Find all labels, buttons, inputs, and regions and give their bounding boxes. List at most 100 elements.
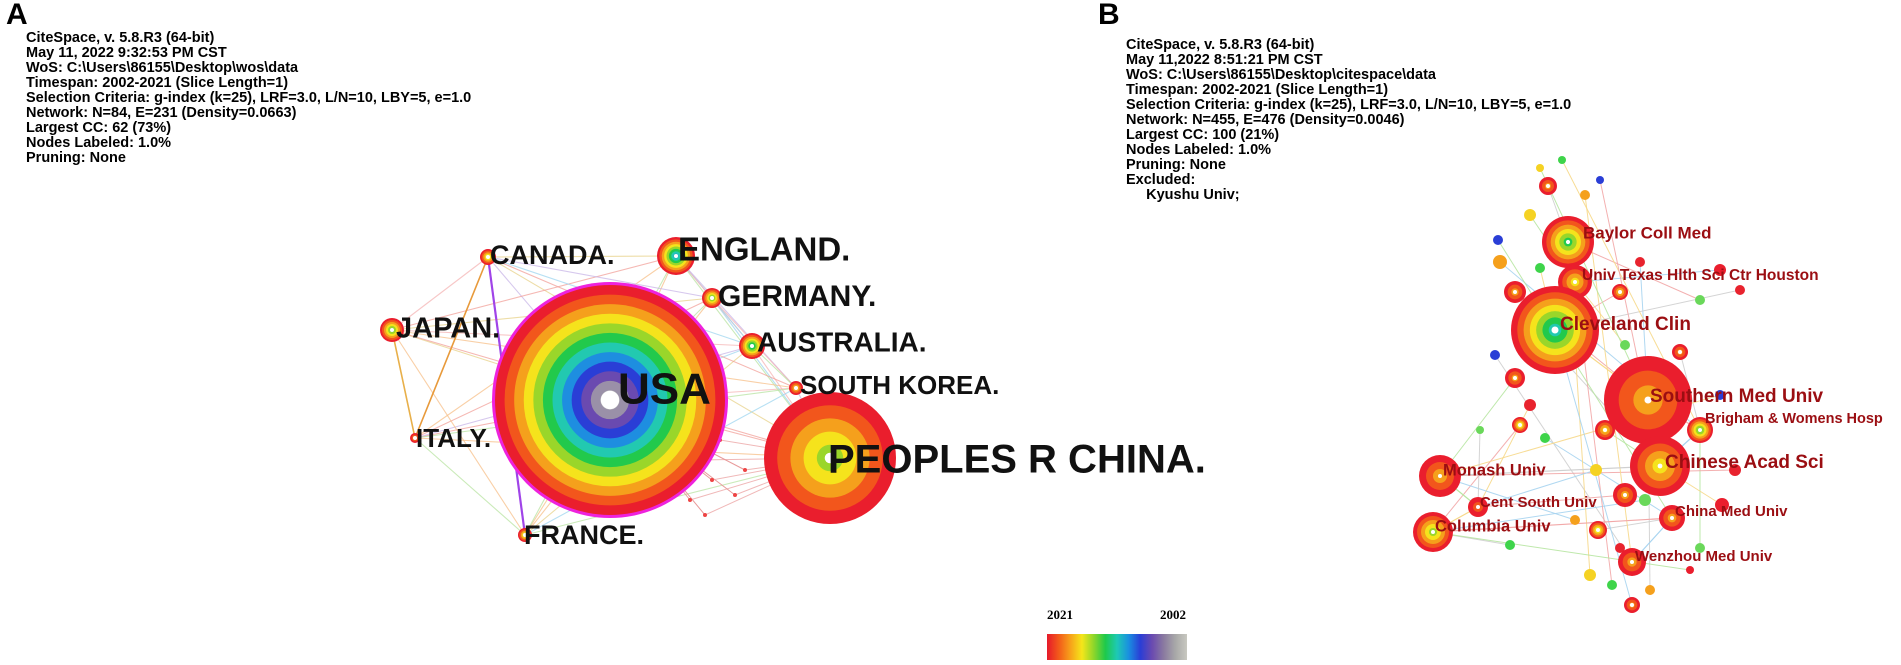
edge [1432, 517, 1673, 533]
country-node [380, 318, 404, 342]
institution-node [1413, 512, 1453, 552]
edge [1494, 354, 1633, 563]
minor-node [1620, 340, 1630, 350]
institution-label: Baylor Coll Med [1583, 223, 1711, 242]
minor-node [703, 513, 707, 517]
info-line: CiteSpace, v. 5.8.R3 (64-bit) [1126, 37, 1315, 53]
minor-node [1524, 399, 1536, 411]
minor-node [1612, 284, 1628, 300]
info-line: Timespan: 2002-2021 (Slice Length=1) [26, 75, 289, 91]
minor-node [1715, 390, 1725, 400]
edge [1477, 469, 1597, 508]
info-line: Timespan: 2002-2021 (Slice Length=1) [1126, 82, 1389, 98]
panel-b-info: CiteSpace, v. 5.8.R3 (64-bit) May 11,202… [1126, 38, 1571, 203]
timeline-gradient [1047, 634, 1187, 660]
country-node [480, 249, 496, 265]
legend-end-label: 2002 [1160, 607, 1186, 622]
institution-node [1511, 286, 1599, 374]
info-line: Network: N=84, E=231 (Density=0.0663) [26, 105, 297, 121]
edge [1432, 531, 1691, 571]
institution-node [1542, 216, 1594, 268]
minor-node [1613, 483, 1637, 507]
minor-node [1714, 264, 1726, 276]
info-line: Selection Criteria: g-index (k=25), LRF=… [1126, 97, 1572, 113]
minor-node [1570, 515, 1580, 525]
minor-node [1686, 566, 1694, 574]
minor-node [1490, 350, 1500, 360]
minor-node [688, 498, 692, 502]
info-line: Pruning: None [1126, 157, 1226, 173]
minor-node [1558, 156, 1566, 164]
country-node [764, 392, 896, 524]
country-node [657, 237, 695, 275]
info-line: Kyushu Univ; [1126, 187, 1240, 203]
country-label: FRANCE. [524, 520, 644, 550]
edge-highlight [414, 256, 489, 439]
institution-node [1687, 417, 1713, 443]
panel-b-letter: B [1098, 0, 1120, 31]
edge [1432, 424, 1521, 533]
edge [1477, 494, 1626, 508]
info-line: Excluded: [1126, 172, 1196, 188]
minor-node [1595, 420, 1615, 440]
minor-node [1735, 285, 1745, 295]
edge [391, 255, 677, 331]
country-label: AUSTRALIA. [757, 326, 927, 357]
institution-label: China Med Univ [1675, 503, 1788, 520]
institution-node [1604, 356, 1692, 444]
minor-node [1476, 426, 1484, 434]
panel-a-letter: A [6, 0, 28, 31]
minor-node [1580, 190, 1590, 200]
minor-node [1695, 295, 1705, 305]
country-label: CANADA. [490, 240, 615, 270]
minor-node [1715, 498, 1729, 512]
edge [414, 437, 526, 536]
country-label: PEOPLES R CHINA. [828, 438, 1206, 482]
info-line: Nodes Labeled: 1.0% [26, 135, 172, 151]
info-line: May 11, 2022 9:32:53 PM CST [26, 45, 227, 61]
country-node [518, 528, 532, 542]
country-node [789, 381, 803, 395]
minor-node [1493, 255, 1507, 269]
info-line: Network: N=455, E=476 (Density=0.0046) [1126, 112, 1405, 128]
minor-node [1540, 433, 1550, 443]
country-label: JAPAN. [396, 313, 500, 345]
minor-node [1645, 585, 1655, 595]
edge [391, 329, 526, 536]
info-line: May 11,2022 8:51:21 PM CST [1126, 52, 1323, 68]
minor-node [1589, 521, 1607, 539]
institution-label: Chinese Acad Sci [1665, 452, 1824, 473]
timeline-legend: 2021 2002 [1047, 607, 1187, 660]
institution-label: Univ Texas Hlth Sci Ctr Houston [1582, 267, 1819, 284]
info-line: WoS: C:\Users\86155\Desktop\wos\data [26, 60, 299, 76]
minor-node [733, 493, 737, 497]
nodes-a [380, 237, 896, 542]
minor-node [1624, 597, 1640, 613]
minor-node [1695, 543, 1705, 553]
institution-label: Columbia Univ [1435, 517, 1551, 535]
nodes-b [1413, 156, 1745, 613]
panel-a-info: CiteSpace, v. 5.8.R3 (64-bit) May 11, 20… [26, 31, 471, 166]
country-node [739, 333, 765, 359]
country-label: GERMANY. [718, 280, 876, 313]
edge [1439, 465, 1661, 477]
minor-node [1505, 540, 1515, 550]
country-node [702, 288, 722, 308]
country-node [410, 433, 420, 443]
minor-node [1729, 464, 1741, 476]
minor-node [1672, 344, 1688, 360]
institution-label: Wenzhou Med Univ [1635, 548, 1773, 565]
minor-node [1635, 257, 1645, 267]
edge [1432, 499, 1646, 533]
institution-node [1659, 505, 1685, 531]
info-line: Pruning: None [26, 150, 126, 166]
minor-node [1615, 543, 1625, 553]
labels-a: USA PEOPLES R CHINA. ENGLAND. GERMANY. AUSTR… [396, 231, 1206, 550]
institution-node [1618, 548, 1646, 576]
labels-b: Baylor Coll Med Univ Texas Hlth Sci Ctr H… [1435, 223, 1883, 564]
country-label: ENGLAND. [678, 231, 850, 268]
edge [1574, 269, 1721, 283]
institution-node [1419, 455, 1461, 497]
info-line: Nodes Labeled: 1.0% [1126, 142, 1272, 158]
edge [487, 256, 713, 299]
